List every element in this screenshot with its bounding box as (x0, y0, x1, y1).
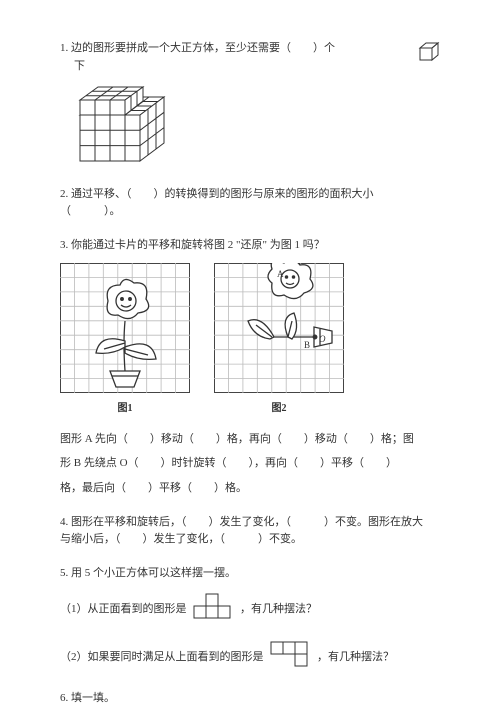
q1-line1-b: ）个 (313, 42, 335, 54)
q4-l2: 与缩小后，（ ）发生了变化，（ ）不变。 (60, 531, 440, 549)
question-5-2: （2）如果要同时满足从上面看到的图形是 ，有几种摆法？ (60, 641, 440, 674)
q5-2-a: （2）如果要同时满足从上面看到的图形是 (60, 651, 264, 663)
q1-row: 1. 边的图形要拼成一个大正方体，至少还需要（ ）个 下 (60, 40, 440, 75)
question-5: 5. 用 5 个小正方体可以这样摆一摆。 (60, 565, 440, 583)
q3-fill-l1: 图形 A 先向（ ）移动（ ）格，再向（ ）移动（ ）格；图 (60, 427, 440, 451)
label-b: B (304, 340, 310, 350)
q3-fill-block: 图形 A 先向（ ）移动（ ）格，再向（ ）移动（ ）格；图 形 B 先绕点 O… (60, 427, 440, 500)
q5-1-a: （1）从正面看到的图形是 (60, 602, 187, 614)
label-o: O (319, 334, 326, 344)
question-6: 6. 填一填。 (60, 690, 440, 707)
question-2: 2. 通过平移、（ ）的转换得到的图形与原来的图形的面积大小 （ ）。 (60, 186, 440, 221)
figure-row: 图1 A (60, 263, 440, 418)
figure-1-caption: 图1 (60, 401, 190, 417)
q3-text: 3. 你能通过卡片的平移和旋转将图 2 "还原" 为图 1 吗？ (60, 239, 325, 251)
q2-line2: （ ）。 (60, 203, 440, 221)
q2-line1: 2. 通过平移、（ ）的转换得到的图形与原来的图形的面积大小 (60, 186, 440, 204)
q1-line1-a: 边的图形要拼成一个大正方体，至少还需要（ (71, 42, 291, 54)
question-1: 1. 边的图形要拼成一个大正方体，至少还需要（ ）个 下 (60, 40, 440, 170)
q1-line2: 下 (74, 60, 85, 72)
q6-text: 6. 填一填。 (60, 692, 115, 704)
q1-blank (291, 40, 313, 58)
figure-1-block: 图1 (60, 263, 190, 418)
figure-2-caption: 图2 (214, 401, 344, 417)
q1-text-block: 1. 边的图形要拼成一个大正方体，至少还需要（ ）个 下 (60, 40, 412, 75)
question-4: 4. 图形在平移和旋转后，（ ）发生了变化，（ ）不变。图形在放大 与缩小后，（… (60, 514, 440, 549)
q5-1-b: ，有几种摆法？ (240, 602, 317, 614)
q4-l1: 4. 图形在平移和旋转后，（ ）发生了变化，（ ）不变。图形在放大 (60, 514, 440, 532)
figure-1-svg (60, 263, 190, 393)
q1-number: 1. (60, 42, 68, 54)
question-5-1: （1）从正面看到的图形是 ，有几种摆法？ (60, 593, 440, 626)
q5-2-b: ，有几种摆法？ (317, 651, 394, 663)
q3-fill-l3: 格，最后向（ ）平移（ ）格。 (60, 476, 440, 500)
cube-stack-icon (70, 81, 190, 163)
big-cube-block (70, 81, 440, 170)
figure-2-svg: A B O (214, 263, 344, 393)
question-3: 3. 你能通过卡片的平移和旋转将图 2 "还原" 为图 1 吗？ (60, 237, 440, 255)
t-shape-icon (193, 593, 233, 626)
small-cube-icon (416, 40, 440, 71)
l-shape-icon (270, 641, 310, 674)
q5-text: 5. 用 5 个小正方体可以这样摆一摆。 (60, 567, 236, 579)
label-a: A (277, 269, 284, 279)
figure-2-block: A B O 图2 (214, 263, 344, 418)
q3-fill-l2: 形 B 先绕点 O（ ）时针旋转（ ），再向（ ）平移（ ） (60, 451, 440, 475)
